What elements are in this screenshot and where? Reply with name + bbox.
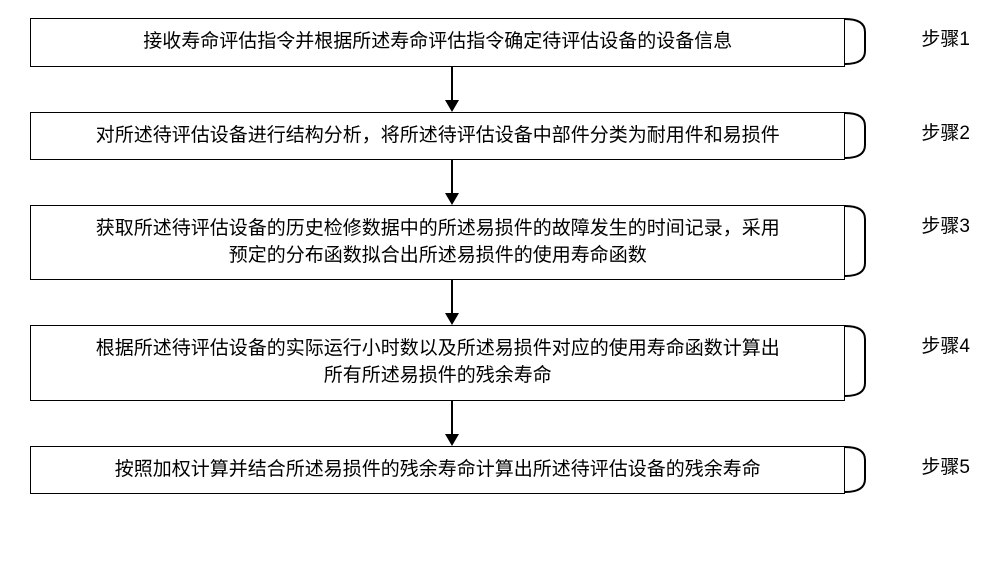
step-row: 对所述待评估设备进行结构分析，将所述待评估设备中部件分类为耐用件和易损件步骤2 (30, 112, 970, 161)
connector (30, 67, 970, 112)
step-bracket-icon (845, 112, 867, 159)
step-label: 步骤2 (880, 112, 970, 161)
step-row: 根据所述待评估设备的实际运行小时数以及所述易损件对应的使用寿命函数计算出 所有所… (30, 325, 970, 400)
bracket-column (845, 205, 867, 280)
flow-node: 接收寿命评估指令并根据所述寿命评估指令确定待评估设备的设备信息 (30, 18, 845, 67)
step-label: 步骤3 (880, 205, 970, 280)
connector (30, 401, 970, 446)
connector (30, 160, 970, 205)
step-row: 接收寿命评估指令并根据所述寿命评估指令确定待评估设备的设备信息步骤1 (30, 18, 970, 67)
step-bracket-icon (845, 325, 867, 397)
step-bracket-icon (845, 205, 867, 277)
step-label: 步骤1 (880, 18, 970, 67)
step-bracket-icon (845, 18, 867, 65)
step-row: 按照加权计算并结合所述易损件的残余寿命计算出所述待评估设备的残余寿命步骤5 (30, 446, 970, 495)
step-label: 步骤5 (880, 446, 970, 495)
bracket-column (845, 325, 867, 400)
arrow-down-icon (437, 67, 467, 112)
flow-node: 根据所述待评估设备的实际运行小时数以及所述易损件对应的使用寿命函数计算出 所有所… (30, 325, 845, 400)
step-label: 步骤4 (880, 325, 970, 400)
flow-node: 对所述待评估设备进行结构分析，将所述待评估设备中部件分类为耐用件和易损件 (30, 112, 845, 161)
step-bracket-icon (845, 446, 867, 493)
arrow-down-icon (437, 160, 467, 205)
flow-node: 按照加权计算并结合所述易损件的残余寿命计算出所述待评估设备的残余寿命 (30, 446, 845, 495)
bracket-column (845, 112, 867, 161)
connector (30, 280, 970, 325)
flow-node: 获取所述待评估设备的历史检修数据中的所述易损件的故障发生的时间记录，采用 预定的… (30, 205, 845, 280)
step-row: 获取所述待评估设备的历史检修数据中的所述易损件的故障发生的时间记录，采用 预定的… (30, 205, 970, 280)
bracket-column (845, 446, 867, 495)
bracket-column (845, 18, 867, 67)
arrow-down-icon (437, 280, 467, 325)
arrow-down-icon (437, 401, 467, 446)
